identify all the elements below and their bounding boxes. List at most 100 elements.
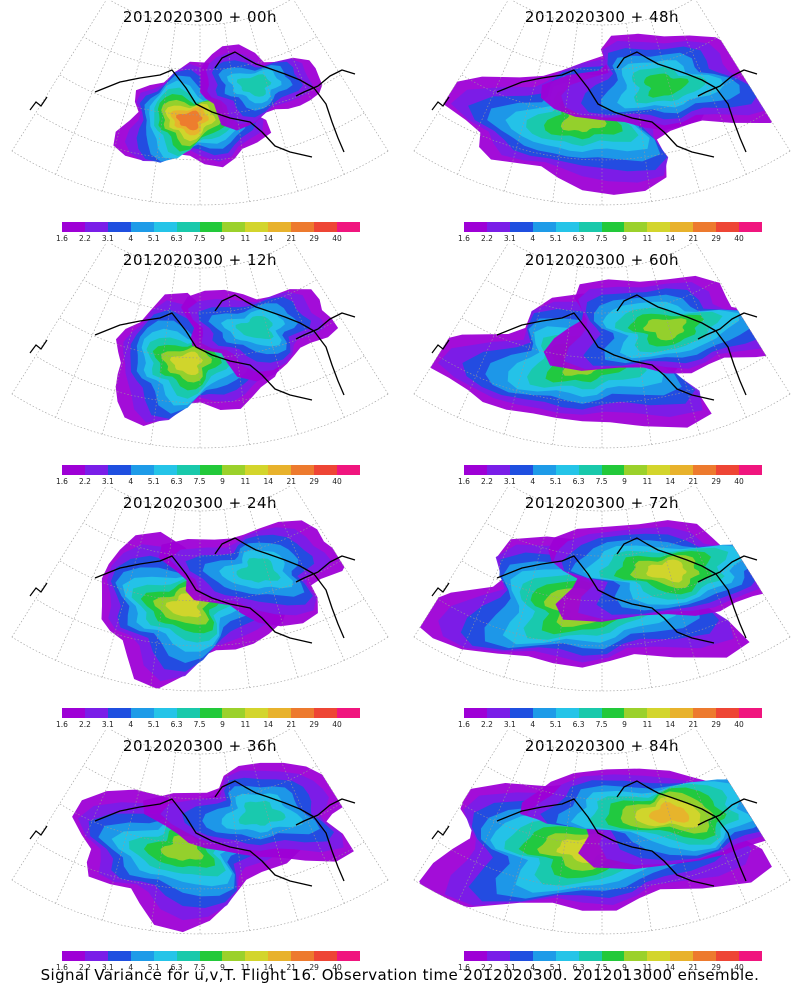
colorbar-tick-label: 14 (263, 963, 274, 972)
colorbar-tick-label: 7.5 (595, 477, 608, 486)
colorbar-swatch (509, 708, 533, 718)
colorbar-swatch (555, 465, 579, 475)
colorbar-tick-label: 6.3 (170, 720, 183, 729)
colorbar-swatch (268, 222, 292, 232)
colorbar-tick-label: 2.2 (78, 477, 91, 486)
panel-title: 2012020300 + 12h (122, 251, 278, 269)
colorbar-tick-label: 1.6 (458, 477, 470, 486)
colorbar-swatch (716, 951, 740, 961)
colorbar-tick-label: 21 (688, 477, 698, 486)
coastline (29, 51, 356, 158)
colorbar-swatch (84, 951, 108, 961)
colorbar-swatch (153, 222, 177, 232)
colorbar-swatch (62, 951, 85, 961)
colorbar-swatch (647, 708, 671, 718)
forecast-panel: 2012020300 + 36h 1.6 2.2 3.1 4 5.1 6.3 7.5 9 11 14… (0, 729, 400, 972)
colorbar-tick-label: 11 (240, 720, 251, 729)
colorbar-tick-label: 21 (688, 720, 698, 729)
colorbar-swatch (291, 222, 315, 232)
variance-field (101, 520, 349, 689)
variance-field (441, 33, 788, 195)
colorbar-swatch (509, 465, 533, 475)
colorbar-tick-label: 4 (530, 720, 536, 729)
colorbar-swatch (716, 222, 740, 232)
panel-title: 2012020300 + 24h (122, 494, 278, 512)
colorbar-swatch (153, 465, 177, 475)
colorbar-swatch (176, 951, 200, 961)
colorbar-tick-label: 7.5 (595, 720, 608, 729)
map-graticule (11, 0, 389, 206)
variance-field (72, 762, 354, 933)
variance-map (11, 729, 389, 935)
colorbar-swatch (84, 708, 108, 718)
colorbar-tick-label: 11 (240, 477, 251, 486)
colorbar-swatch (578, 951, 602, 961)
colorbar-swatch (601, 951, 625, 961)
colorbar-tick-label: 7.5 (193, 963, 206, 972)
colorbar-swatch (716, 708, 740, 718)
colorbar-swatch (245, 465, 269, 475)
variance-map (413, 486, 791, 692)
colorbar-tick-label: 3.1 (101, 720, 114, 729)
colorbar-swatch (130, 951, 154, 961)
colorbar-swatch (486, 951, 510, 961)
colorbar-tick-label: 11 (642, 477, 653, 486)
colorbar-swatch (624, 465, 648, 475)
colorbar-tick-label: 21 (286, 720, 296, 729)
colorbar-tick-label: 40 (734, 720, 744, 729)
colorbar-swatch (222, 465, 246, 475)
colorbar-tick-label: 29 (711, 963, 721, 972)
colorbar-tick-label: 2.2 (480, 477, 493, 486)
colorbar-tick-label: 4 (128, 720, 134, 729)
colorbar-tick-label: 2.2 (480, 234, 493, 243)
colorbar-swatch (578, 708, 602, 718)
map-graticule (11, 486, 389, 692)
colorbar-tick-label: 9 (622, 720, 627, 729)
colorbar-tick-label: 2.2 (480, 720, 493, 729)
colorbar-tick-label: 11 (240, 234, 251, 243)
colorbar-swatch (222, 708, 246, 718)
colorbar-tick-label: 40 (734, 234, 744, 243)
forecast-panel: 2012020300 + 60h 1.6 2.2 3.1 4 5.1 6.3 7.5 9 11 14… (402, 243, 800, 486)
colorbar-tick-label: 1.6 (56, 477, 68, 486)
colorbar-swatch (647, 222, 671, 232)
colorbar-tick-label: 4 (530, 963, 536, 972)
colorbar-tick-label: 1.6 (56, 963, 68, 972)
colorbar-swatch (291, 465, 315, 475)
colorbar-tick-label: 4 (530, 477, 536, 486)
map-graticule (11, 729, 389, 935)
colorbar (464, 465, 762, 475)
colorbar-tick-label: 9 (220, 234, 225, 243)
coastline (29, 780, 356, 887)
colorbar-swatch (268, 708, 292, 718)
colorbar-swatch (62, 222, 85, 232)
colorbar-swatch (578, 465, 602, 475)
colorbar-swatch (199, 708, 223, 718)
colorbar (62, 951, 360, 961)
colorbar-swatch (314, 708, 338, 718)
colorbar-tick-label: 14 (665, 477, 676, 486)
colorbar-swatch (601, 465, 625, 475)
colorbar-ticks: 1.6 2.2 3.1 4 5.1 6.3 7.5 9 11 14 21 29 40 (56, 963, 360, 973)
variance-map (11, 0, 389, 206)
figure-caption: Signal Variance for u,v,T. Flight 16. Ob… (40, 966, 760, 984)
colorbar-tick-label: 6.3 (572, 720, 585, 729)
colorbar-swatch (693, 951, 717, 961)
variance-map (413, 243, 791, 449)
colorbar-tick-label: 2.2 (480, 963, 493, 972)
variance-field (420, 275, 791, 428)
colorbar-tick-label: 14 (665, 963, 676, 972)
colorbar-tick-label: 9 (622, 234, 627, 243)
colorbar-swatch (62, 708, 85, 718)
colorbar-tick-label: 14 (263, 234, 274, 243)
colorbar-swatch (337, 951, 360, 961)
colorbar-swatch (601, 222, 625, 232)
colorbar-ticks: 1.6 2.2 3.1 4 5.1 6.3 7.5 9 11 14 21 29 40 (56, 477, 360, 487)
colorbar-tick-label: 40 (332, 477, 342, 486)
panel-title: 2012020300 + 60h (524, 251, 680, 269)
colorbar-swatch (222, 222, 246, 232)
colorbar-swatch (670, 465, 694, 475)
colorbar-ticks: 1.6 2.2 3.1 4 5.1 6.3 7.5 9 11 14 21 29 40 (458, 477, 762, 487)
colorbar-tick-label: 11 (642, 963, 653, 972)
colorbar-tick-label: 3.1 (503, 234, 516, 243)
